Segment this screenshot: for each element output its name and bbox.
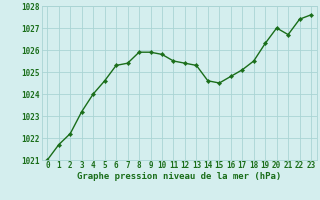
X-axis label: Graphe pression niveau de la mer (hPa): Graphe pression niveau de la mer (hPa) xyxy=(77,172,281,181)
